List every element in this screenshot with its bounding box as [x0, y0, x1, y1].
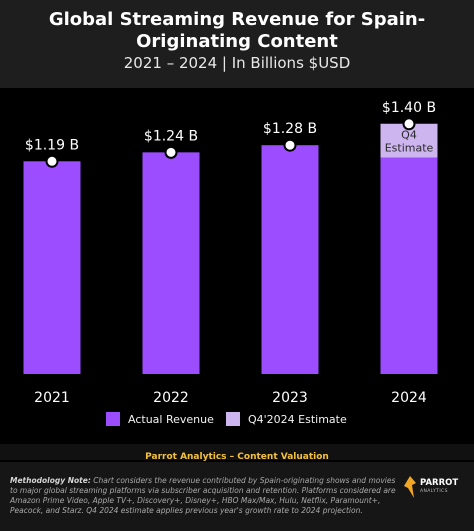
- estimate-segment-label: Q4 Estimate: [385, 129, 434, 155]
- legend-item-estimate: Q4'2024 Estimate: [226, 408, 347, 430]
- x-tick-label-2023: 2023: [272, 390, 308, 406]
- x-tick-label-2022: 2022: [153, 390, 189, 406]
- footer: Methodology Note: Chart considers the re…: [0, 462, 474, 531]
- x-tick-label-2021: 2021: [34, 390, 70, 406]
- data-label-2021: $1.19 B: [25, 137, 79, 153]
- data-label-2023: $1.28 B: [263, 121, 317, 137]
- bar-2024-actual: [380, 157, 438, 374]
- logo-wordmark: PARROT: [420, 478, 459, 488]
- bar-2023-actual: [261, 145, 319, 374]
- methodology-note: Methodology Note: Chart considers the re…: [10, 476, 396, 516]
- parrot-logo-icon: [404, 476, 416, 498]
- data-label-2024: $1.40 B: [382, 100, 436, 116]
- source-bar: Parrot Analytics – Content Valuation: [0, 444, 474, 462]
- bar-2021-actual: [23, 161, 81, 374]
- legend-label-estimate: Q4'2024 Estimate: [248, 412, 347, 426]
- data-point-marker-2021: [45, 154, 59, 168]
- x-tick-label-2024: 2024: [391, 390, 427, 406]
- data-point-marker-2022: [164, 145, 178, 159]
- source-label: Parrot Analytics – Content Valuation: [145, 452, 329, 462]
- legend-label-actual: Actual Revenue: [128, 412, 214, 426]
- chart-title: Global Streaming Revenue for Spain-Origi…: [48, 9, 426, 52]
- legend-swatch-actual: [106, 412, 120, 426]
- bar-chart: $1.19 B 2021 $1.24 B 2022 $1.28 B 2023 Q4 Estim…: [23, 100, 438, 406]
- chart-header: Global Streaming Revenue for Spain-Origi…: [0, 0, 474, 88]
- methodology-text: Chart considers the revenue contributed …: [10, 476, 396, 515]
- data-point-marker-2023: [283, 138, 297, 152]
- bar-2022-actual: [142, 152, 200, 374]
- data-label-2022: $1.24 B: [144, 128, 198, 144]
- legend-swatch-estimate: [226, 412, 240, 426]
- chart-area: $1.19 B 2021 $1.24 B 2022 $1.28 B 2023 Q4 Estim…: [0, 88, 474, 444]
- chart-legend: Actual Revenue Q4'2024 Estimate: [0, 408, 474, 430]
- chart-subtitle: 2021 – 2024 | In Billions $USD: [123, 54, 351, 72]
- data-point-marker-2024: [402, 117, 416, 131]
- methodology-label: Methodology Note:: [10, 476, 91, 485]
- parrot-analytics-logo: PARROT ANALYTICS: [404, 475, 466, 501]
- legend-item-actual: Actual Revenue: [106, 408, 214, 430]
- logo-tagline: ANALYTICS: [420, 489, 448, 494]
